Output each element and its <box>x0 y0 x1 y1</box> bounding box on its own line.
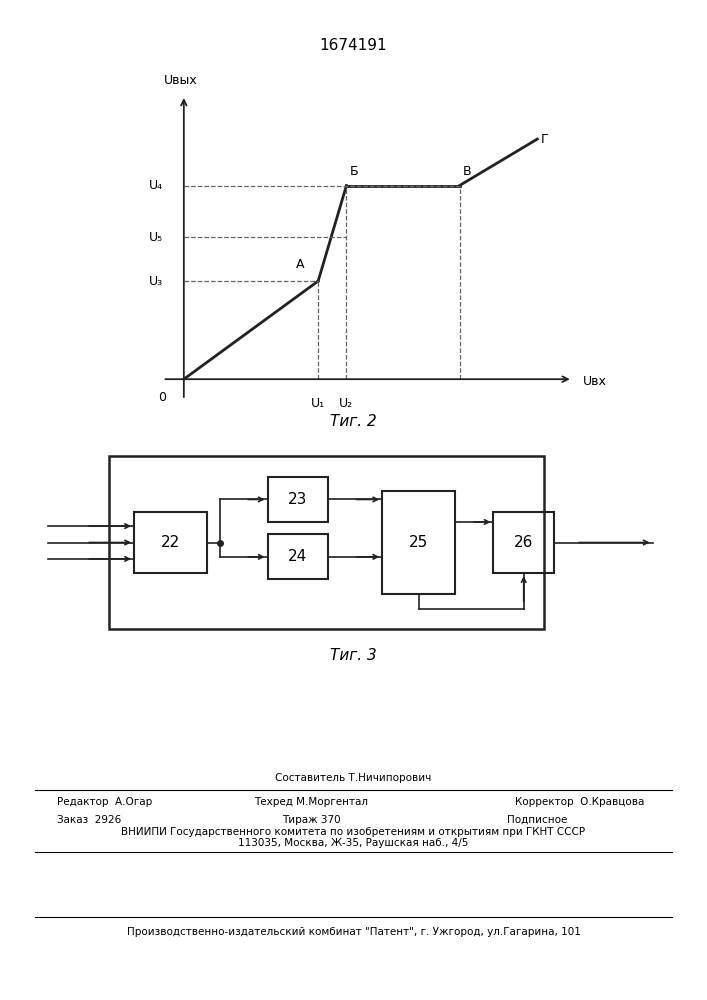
Text: Тираж 370: Тираж 370 <box>282 815 340 825</box>
Text: Редактор  А.Огар: Редактор А.Огар <box>57 797 152 807</box>
Text: 25: 25 <box>409 535 428 550</box>
Bar <box>268 534 328 579</box>
Bar <box>134 512 207 573</box>
Bar <box>493 512 554 573</box>
Bar <box>268 477 328 522</box>
Text: Τиг. 3: Τиг. 3 <box>330 648 377 662</box>
Text: 22: 22 <box>161 535 180 550</box>
Text: Б: Б <box>350 165 358 178</box>
Text: 26: 26 <box>514 535 533 550</box>
Bar <box>382 491 455 594</box>
Text: Подписное: Подписное <box>507 815 568 825</box>
Bar <box>109 456 544 629</box>
Text: 1674191: 1674191 <box>320 37 387 52</box>
Text: U₅: U₅ <box>148 231 163 244</box>
Text: Составитель Т.Ничипорович: Составитель Т.Ничипорович <box>275 773 432 783</box>
Text: 24: 24 <box>288 549 308 564</box>
Text: В: В <box>463 165 472 178</box>
Text: U₄: U₄ <box>148 179 163 192</box>
Text: Τиг. 2: Τиг. 2 <box>330 414 377 430</box>
Text: 0: 0 <box>158 391 167 404</box>
Text: U₃: U₃ <box>148 275 163 288</box>
Text: Uвх: Uвх <box>583 375 607 388</box>
Text: Г: Г <box>541 133 549 146</box>
Text: ВНИИПИ Государственного комитета по изобретениям и открытиям при ГКНТ СССР: ВНИИПИ Государственного комитета по изоб… <box>122 827 585 837</box>
Text: 113035, Москва, Ж-35, Раушская наб., 4/5: 113035, Москва, Ж-35, Раушская наб., 4/5 <box>238 838 469 848</box>
Text: Корректор  О.Кравцова: Корректор О.Кравцова <box>515 797 644 807</box>
Text: Техред М.Моргентал: Техред М.Моргентал <box>254 797 368 807</box>
Text: U₁: U₁ <box>311 397 325 410</box>
Text: Uвых: Uвых <box>163 74 197 87</box>
Text: U₂: U₂ <box>339 397 354 410</box>
Text: Заказ  2926: Заказ 2926 <box>57 815 121 825</box>
Text: А: А <box>296 258 304 271</box>
Text: 23: 23 <box>288 492 308 507</box>
Text: Производственно-издательский комбинат "Патент", г. Ужгород, ул.Гагарина, 101: Производственно-издательский комбинат "П… <box>127 927 580 937</box>
